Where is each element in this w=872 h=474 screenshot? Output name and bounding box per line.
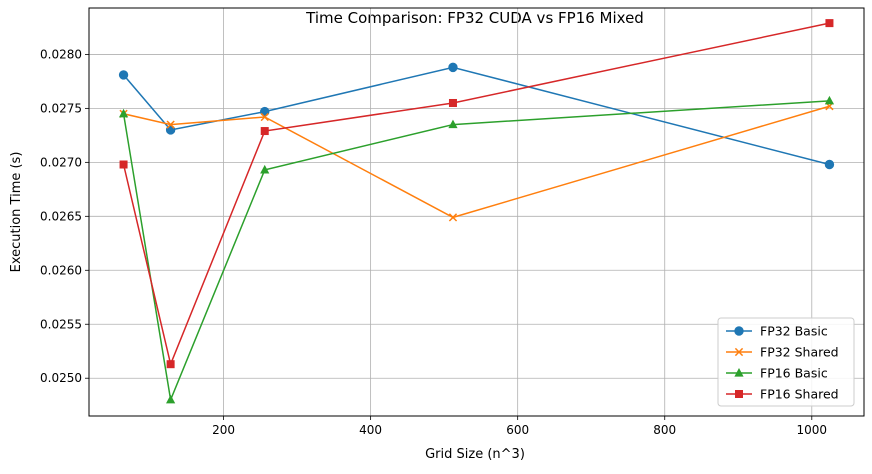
data-point-marker bbox=[448, 62, 458, 73]
series-fp16-shared bbox=[119, 19, 834, 369]
data-point-marker bbox=[165, 125, 176, 135]
series-fp32-basic bbox=[118, 62, 835, 170]
x-tick-label: 400 bbox=[359, 423, 382, 437]
legend-label: FP32 Shared bbox=[760, 345, 839, 360]
data-point-marker bbox=[260, 164, 270, 174]
data-point-marker bbox=[118, 70, 129, 80]
x-axis-label: Grid Size (n^3) bbox=[425, 447, 525, 462]
data-point-marker bbox=[260, 127, 269, 136]
data-point-marker bbox=[166, 120, 175, 129]
y-tick-label: 0.0250 bbox=[40, 371, 82, 385]
legend-entry: FP16 Basic bbox=[726, 366, 828, 381]
legend-entry: FP32 Basic bbox=[726, 324, 828, 339]
series-fp32-shared bbox=[119, 102, 834, 222]
data-point-marker bbox=[119, 160, 128, 169]
grid-lines bbox=[89, 8, 864, 416]
y-tick-label: 0.0265 bbox=[40, 209, 82, 223]
x-axis-ticks: 200 400 600 800 1000 bbox=[212, 416, 827, 437]
x-tick-label: 200 bbox=[212, 423, 235, 437]
data-point-marker bbox=[825, 19, 834, 28]
legend-marker bbox=[734, 347, 744, 357]
y-axis-ticks: 0.0250 0.0255 0.0260 0.0265 0.0270 0.0275 0.02… bbox=[40, 47, 89, 385]
data-point-marker bbox=[118, 108, 129, 118]
data-point-marker bbox=[824, 95, 835, 105]
legend-marker bbox=[734, 326, 744, 336]
y-tick-label: 0.0270 bbox=[40, 155, 82, 169]
plot-area-frame bbox=[88, 7, 865, 417]
data-point-marker bbox=[448, 213, 458, 222]
data-point-marker bbox=[824, 159, 835, 170]
data-point-marker bbox=[166, 394, 176, 404]
series-line bbox=[122, 22, 830, 367]
y-axis-label: Execution Time (s) bbox=[9, 152, 24, 273]
legend-frame bbox=[717, 317, 855, 407]
series-line bbox=[122, 66, 830, 166]
y-tick-label: 0.0255 bbox=[40, 317, 82, 331]
data-point-marker bbox=[260, 112, 269, 122]
legend-entry: FP16 Shared bbox=[726, 387, 839, 402]
y-tick-label: 0.0275 bbox=[40, 101, 82, 115]
legend-label: FP16 Shared bbox=[760, 387, 839, 402]
y-tick-label: 0.0260 bbox=[40, 263, 82, 277]
y-tick-label: 0.0280 bbox=[40, 47, 82, 61]
data-point-marker bbox=[166, 360, 175, 369]
legend: FP32 Basic FP32 Shared FP16 Basic FP16 Shar… bbox=[717, 317, 855, 407]
x-tick-label: 600 bbox=[506, 423, 529, 437]
series-fp16-basic bbox=[118, 95, 835, 404]
data-point-marker bbox=[448, 98, 457, 107]
legend-label: FP16 Basic bbox=[760, 366, 828, 381]
x-tick-label: 1000 bbox=[797, 423, 828, 437]
legend-marker bbox=[734, 368, 744, 377]
data-series bbox=[118, 19, 835, 404]
data-point-marker bbox=[260, 106, 270, 117]
legend-entry: FP32 Shared bbox=[726, 345, 839, 360]
data-point-marker bbox=[448, 119, 458, 129]
legend-label: FP32 Basic bbox=[760, 324, 828, 339]
chart-title: Time Comparison: FP32 CUDA vs FP16 Mixed bbox=[305, 9, 644, 27]
legend-marker bbox=[735, 390, 743, 398]
x-tick-label: 800 bbox=[653, 423, 676, 437]
